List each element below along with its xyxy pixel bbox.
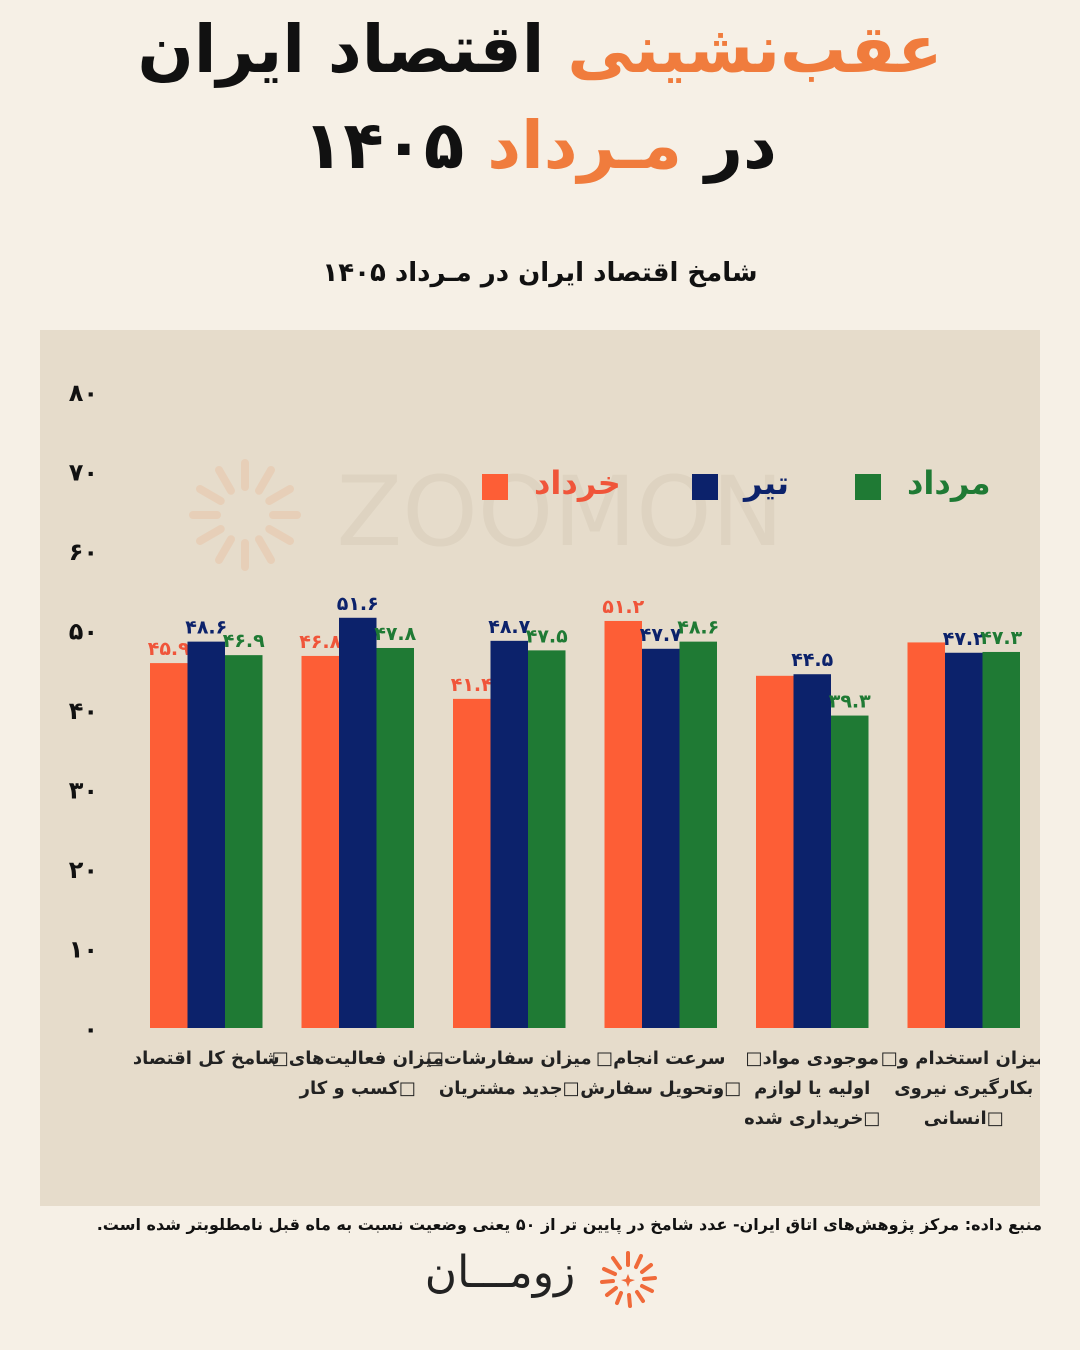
source-label: منبع داده: <box>964 1215 1042 1234</box>
bar-2-0 <box>225 655 263 1028</box>
y-tick-label: ۲۰ <box>69 856 98 884</box>
y-tick-label: ۵۰ <box>69 618 98 646</box>
title-rest: اقتصاد ایران <box>137 11 545 88</box>
category-label: □موجودی مواد <box>745 1048 879 1069</box>
bar-0-3 <box>604 620 642 1028</box>
y-tick-label: ۸۰ <box>69 379 98 407</box>
y-tick-label: ۴۰ <box>69 697 98 725</box>
legend-swatch <box>692 474 718 500</box>
category-label: انسانی□ <box>924 1108 1004 1129</box>
category-label: خریداری شده□ <box>744 1108 880 1129</box>
data-label: ۴۸.۷ <box>488 616 530 638</box>
zoomon-logo: زومـــان <box>415 1245 665 1315</box>
y-tick-label: ۷۰ <box>69 459 98 487</box>
bar-2-5 <box>982 651 1020 1028</box>
legend-label: مرداد <box>907 464 991 502</box>
y-tick-label: ۶۰ <box>69 538 98 566</box>
data-label: ۵۱.۲ <box>602 596 644 618</box>
title-accent: عقب‌نشینی <box>567 11 943 88</box>
category-label: بکارگیری نیروی <box>894 1077 1033 1099</box>
data-label: ۴۶.۹ <box>223 630 265 652</box>
category-label: □میزان فعالیت‌های <box>272 1048 444 1069</box>
category-label: □میزان استخدام و <box>881 1048 1040 1069</box>
data-label: ۴۷.۲ <box>943 628 985 650</box>
bar-1-4 <box>793 674 831 1028</box>
y-tick-label: ۰ <box>83 1015 98 1043</box>
bar-0-4 <box>756 675 794 1028</box>
data-label: ۴۵.۹ <box>148 638 190 660</box>
source-note: منبع داده: مرکز پژوهش‌های اتاق ایران- عد… <box>40 1214 1042 1236</box>
y-tick-label: ۱۰ <box>69 936 98 964</box>
bar-1-3 <box>642 648 680 1028</box>
bar-0-2 <box>453 698 491 1028</box>
category-label: □میزان سفارشات <box>427 1048 592 1069</box>
category-label: شامخ کل اقتصاد <box>133 1048 280 1069</box>
category-label: جدید مشتریان□ <box>439 1078 580 1099</box>
category-label: اولیه یا لوازم <box>754 1078 870 1099</box>
category-label: کسب و کار□ <box>299 1078 416 1099</box>
data-label: ۴۸.۶ <box>185 617 227 639</box>
data-label: ۴۱.۴ <box>451 674 493 696</box>
bar-1-2 <box>490 640 528 1028</box>
bar-0-1 <box>301 655 339 1028</box>
bar-0-0 <box>150 663 188 1028</box>
title-month: مـرداد <box>487 107 683 184</box>
data-label: ۴۷.۳ <box>980 627 1022 649</box>
bar-2-2 <box>528 650 566 1028</box>
data-label: ۳۹.۳ <box>829 691 871 713</box>
chart-title: شامخ اقتصاد ایران در مـرداد ۱۴۰۵ <box>322 258 758 288</box>
bar-0-5 <box>907 642 945 1028</box>
data-label: ۴۶.۸ <box>299 631 341 653</box>
title-line-2: در مـرداد ۱۴۰۵ <box>0 107 1080 184</box>
y-tick-label: ۳۰ <box>69 777 98 805</box>
title-prefix: در <box>705 107 777 184</box>
bar-1-5 <box>945 652 983 1028</box>
data-label: ۵۱.۶ <box>337 593 379 615</box>
data-label: ۴۷.۷ <box>640 624 682 646</box>
category-label: وتحویل سفارش□ <box>580 1078 741 1099</box>
title-year: ۱۴۰۵ <box>303 107 465 184</box>
bar-1-0 <box>187 641 225 1028</box>
legend-swatch <box>482 474 508 500</box>
data-label: ۴۴.۵ <box>791 649 833 671</box>
bar-2-4 <box>831 715 869 1028</box>
data-label: ۴۷.۸ <box>374 623 416 645</box>
logo-text: زومـــان <box>424 1247 576 1298</box>
source-text: مرکز پژوهش‌های اتاق ایران- عدد شامخ در پ… <box>96 1215 960 1234</box>
watermark-sun-icon <box>189 459 301 571</box>
chart-panel: ZOOMON ۰ ۱۰ ۲۰ ۳۰ ۴۰ ۵۰ ۶۰ ۷۰ ۸۰ خرداد تیر مرداد ۴۵.۹… <box>40 330 1047 1206</box>
legend-label: تیر <box>742 464 789 502</box>
category-label: □سرعت انجام <box>596 1048 725 1069</box>
title-line-1: عقب‌نشینی اقتصاد ایران <box>0 11 1080 88</box>
bar-2-3 <box>679 641 717 1028</box>
data-label: ۴۷.۵ <box>526 625 568 647</box>
legend-label: خرداد <box>534 464 621 502</box>
sun-logo-icon <box>600 1251 657 1308</box>
bar-1-1 <box>339 617 377 1028</box>
data-label: ۴۸.۶ <box>677 617 719 639</box>
legend-swatch <box>855 474 881 500</box>
bar-2-1 <box>376 647 414 1028</box>
